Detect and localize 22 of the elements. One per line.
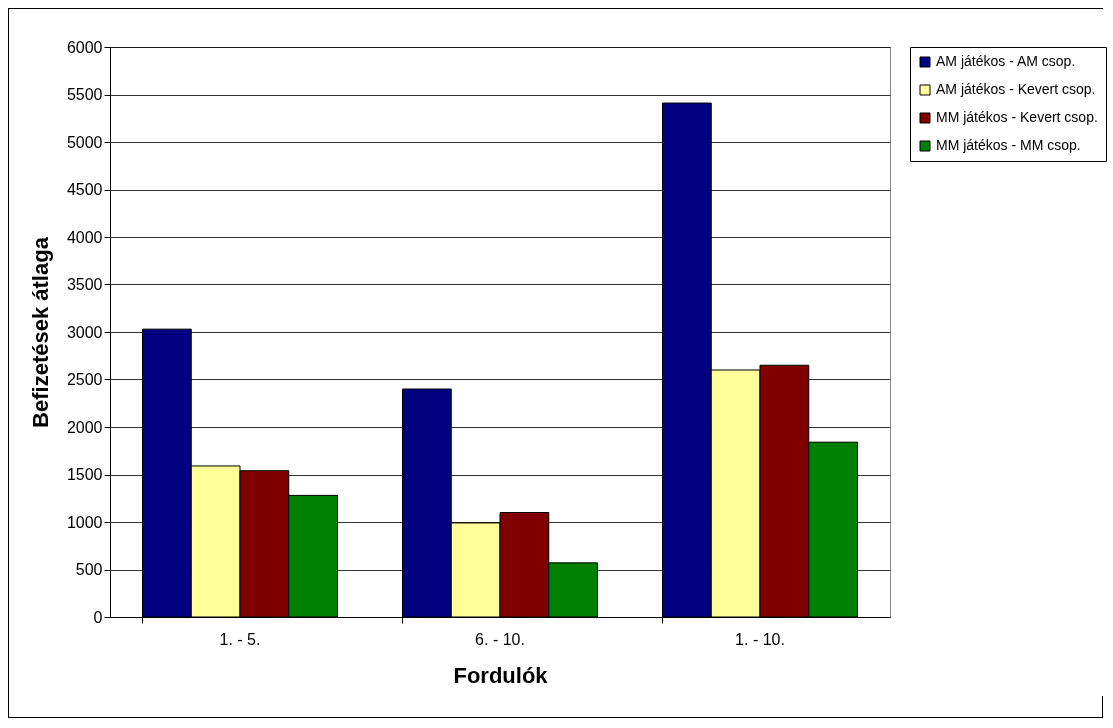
legend-label: AM játékos - Kevert csop. [936, 81, 1096, 97]
y-tick-label: 5500 [66, 86, 103, 103]
x-axis-title: Fordulók [453, 662, 549, 688]
y-tick-label: 2500 [66, 371, 103, 388]
x-tick-label: 1. - 5. [219, 630, 261, 648]
y-tick-label: 6000 [66, 38, 103, 56]
y-tick-label: 2000 [66, 418, 103, 436]
x-tick-label: 6. - 10. [475, 630, 525, 648]
y-tick-label: 500 [75, 561, 103, 578]
y-tick-label: 1000 [66, 513, 103, 531]
y-tick-label: 3500 [66, 276, 103, 293]
y-tick-label: 1500 [66, 466, 103, 483]
legend-label: MM játékos - MM csop. [936, 137, 1081, 153]
y-tick-label: 5000 [66, 133, 103, 151]
y-axis-title: Befizetések átlaga [27, 236, 53, 428]
legend-label: MM játékos - Kevert csop. [936, 109, 1098, 125]
y-tick-label: 0 [93, 608, 103, 626]
x-tick-label: 1. - 10. [735, 630, 785, 648]
y-tick-label: 4500 [66, 181, 103, 198]
legend-label: AM játékos - AM csop. [936, 53, 1076, 69]
y-tick-label: 4000 [66, 228, 103, 246]
y-tick-label: 3000 [66, 323, 103, 341]
